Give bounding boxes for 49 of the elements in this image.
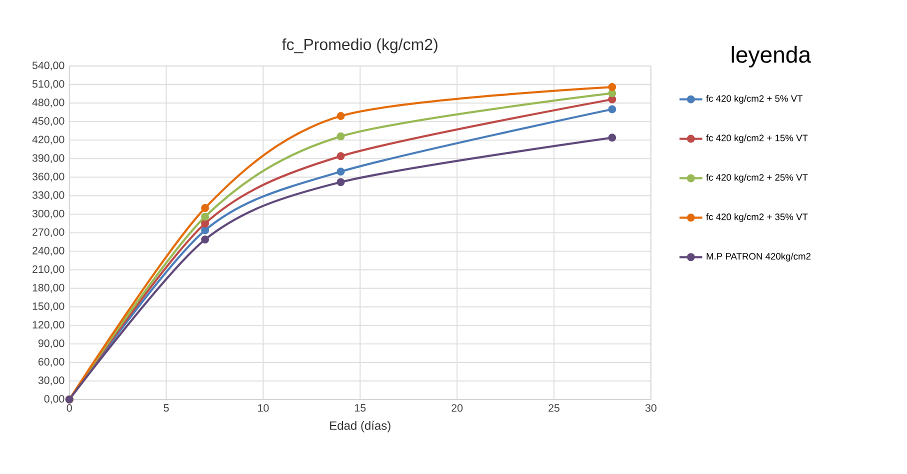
y-tick-label: 180,00 bbox=[32, 284, 64, 293]
legend-label: fc 420 kg/cm2 + 5% VT bbox=[706, 95, 803, 104]
x-tick-label: 0 bbox=[66, 404, 72, 412]
x-tick-label: 20 bbox=[452, 404, 463, 412]
point bbox=[608, 96, 616, 104]
legend-title: leyenda bbox=[732, 46, 812, 68]
x-axis-title: Edad (días) bbox=[330, 421, 390, 432]
y-tick-label: 420,00 bbox=[32, 136, 64, 145]
point bbox=[201, 220, 210, 228]
y-tick-label: 210,00 bbox=[32, 266, 64, 274]
point bbox=[336, 178, 345, 186]
point bbox=[608, 134, 616, 142]
y-tick-label: 330,00 bbox=[32, 192, 64, 200]
y-tick-label: 120,00 bbox=[32, 321, 64, 330]
y-tick-label: 510,00 bbox=[32, 80, 64, 90]
x-tick-label: 5 bbox=[164, 404, 169, 412]
point bbox=[336, 168, 345, 176]
y-tick-label: 450,00 bbox=[32, 117, 64, 126]
y-tick-label: 30,00 bbox=[38, 376, 64, 386]
y-tick-label: 300,00 bbox=[32, 210, 64, 219]
y-tick-label: 0,00 bbox=[44, 395, 64, 404]
x-tick-label: 25 bbox=[548, 404, 560, 412]
point bbox=[608, 105, 616, 114]
point bbox=[608, 89, 616, 98]
y-tick-label: 240,00 bbox=[32, 247, 64, 256]
y-tick-label: 150,00 bbox=[32, 302, 64, 312]
point bbox=[336, 152, 345, 160]
legend-label: fc 420 kg/cm2 + 25% VT bbox=[706, 174, 808, 183]
point bbox=[201, 236, 210, 244]
y-tick-label: 540,00 bbox=[32, 62, 64, 71]
chart-title: fc_Promedio (kg/cm2) bbox=[282, 38, 438, 54]
y-tick-label: 60,00 bbox=[38, 358, 64, 368]
point bbox=[608, 83, 616, 92]
y-tick-label: 390,00 bbox=[32, 154, 64, 164]
y-tick-label: 270,00 bbox=[32, 228, 64, 238]
legend-label: M.P PATRON 420kg/cm2 bbox=[706, 253, 811, 262]
point bbox=[336, 132, 345, 141]
legend-label: fc 420 kg/cm2 + 15% VT bbox=[706, 134, 808, 144]
y-tick-label: 90,00 bbox=[38, 340, 64, 349]
point bbox=[336, 112, 345, 120]
y-tick-label: 360,00 bbox=[32, 173, 64, 182]
y-tick-label: 480,00 bbox=[32, 98, 64, 108]
x-tick-label: 10 bbox=[258, 404, 269, 412]
point bbox=[201, 204, 210, 212]
point bbox=[201, 212, 210, 221]
point bbox=[201, 226, 210, 235]
x-tick-label: 15 bbox=[355, 404, 366, 412]
x-tick-label: 30 bbox=[645, 404, 656, 412]
legend-label: fc 420 kg/cm2 + 35% VT bbox=[706, 214, 808, 222]
